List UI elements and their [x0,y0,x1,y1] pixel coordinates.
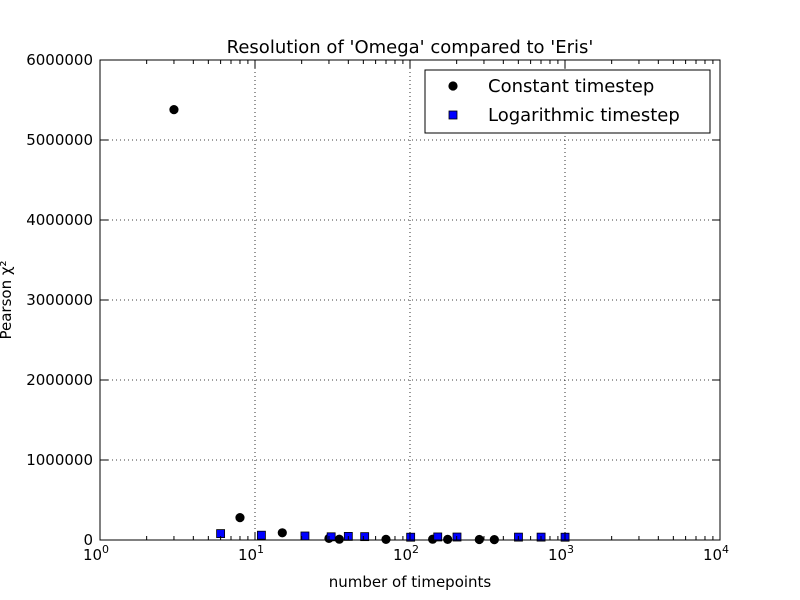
x-tick-exponent: 2 [412,543,419,556]
legend-label: Constant timestep [488,76,654,97]
x-tick-label: 101 [238,543,264,564]
y-axis-label: Pearson χ² [0,260,15,339]
x-tick-label: 100 [83,543,109,564]
y-tick-label: 2000000 [26,371,93,389]
x-tick-base: 10 [83,546,102,564]
x-tick-exponent: 4 [722,543,729,556]
y-tick-label: 3000000 [26,291,93,309]
x-tick-base: 10 [703,546,722,564]
x-tick-exponent: 0 [102,543,109,556]
x-tick-exponent: 3 [567,543,574,556]
constant-timestep-point [235,512,245,523]
logarithmic-timestep-point [326,532,336,542]
gridlines [100,60,720,540]
axis-ticks: 100 101 102 103 1040100000020000003000000400… [26,51,729,564]
y-tick-label: 1000000 [26,451,93,469]
x-tick-base: 10 [548,546,567,564]
x-tick-label: 102 [393,543,419,564]
y-tick-label: 0 [83,531,93,549]
x-tick-base: 10 [238,546,257,564]
logarithmic-timestep-point [406,532,416,542]
legend: Constant timestep Logarithmic timestep [424,69,711,134]
constant-timestep-point [334,534,344,544]
legend-label: Logarithmic timestep [488,105,680,126]
x-tick-label: 103 [548,543,574,564]
logarithmic-timestep-point [360,532,370,542]
constant-timestep-point [443,534,453,544]
x-axis-label: number of timepoints [329,573,492,591]
logarithmic-timestep-point [433,532,443,542]
chart-title: Resolution of 'Omega' compared to 'Eris' [227,37,594,58]
y-tick-label: 6000000 [26,51,93,69]
constant-timestep-point [169,105,179,115]
x-tick-label: 104 [703,543,729,564]
y-tick-label: 5000000 [26,131,93,149]
logarithmic-timestep-point [257,530,266,540]
legend-marker-logarithmic-timestep [448,110,458,120]
legend-marker-constant-timestep [448,81,458,91]
legend-box [424,69,711,134]
constant-timestep-point [277,528,287,538]
x-tick-exponent: 1 [257,543,264,556]
y-tick-label: 4000000 [26,211,93,229]
x-tick-base: 10 [393,546,412,564]
